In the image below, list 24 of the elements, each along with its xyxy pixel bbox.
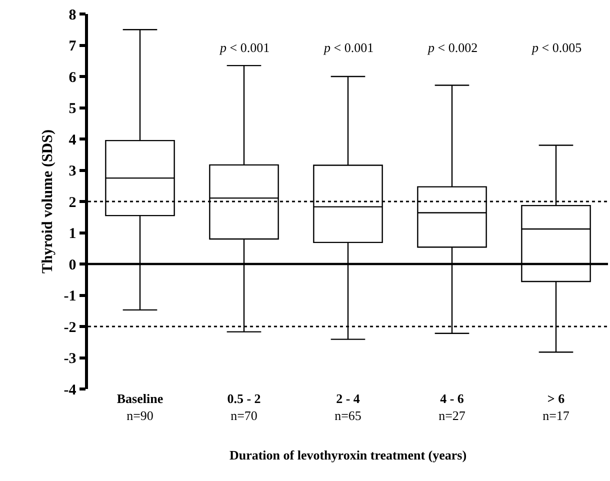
y-tick-label: 1 — [68, 226, 76, 242]
y-tick-label: 3 — [68, 164, 76, 180]
y-tick-label: -4 — [64, 382, 77, 398]
x-tick-label: > 6 n=17 — [542, 391, 570, 423]
y-tick-label: 8 — [68, 7, 76, 24]
annotation: p < 0.005 — [531, 40, 582, 55]
annotation: p < 0.002 — [427, 40, 478, 55]
annotation: p < 0.001 — [219, 40, 270, 55]
annotation: p < 0.001 — [323, 40, 374, 55]
x-axis-title: Duration of levothyroxin treatment (years) — [229, 448, 467, 462]
y-tick-label: 6 — [68, 70, 77, 86]
y-tick-label: 2 — [68, 194, 76, 211]
x-tick-label: 4 - 6 n=27 — [438, 391, 466, 423]
y-axis-title: Thyroid volume (SDS) — [40, 130, 56, 274]
x-tick-label: Baseline n=90 — [116, 391, 164, 423]
y-tick-label: 0 — [68, 257, 76, 274]
y-tick-label: -2 — [64, 320, 76, 336]
y-tick-label: 4 — [68, 132, 77, 148]
y-tick-label: -1 — [64, 288, 76, 304]
y-tick-label: 7 — [68, 38, 77, 54]
x-tick-label: 2 - 4 n=65 — [334, 391, 362, 423]
y-tick-label: -3 — [64, 351, 76, 367]
y-tick-label: 5 — [68, 101, 76, 117]
x-tick-label: 0.5 - 2 n=70 — [227, 391, 261, 423]
